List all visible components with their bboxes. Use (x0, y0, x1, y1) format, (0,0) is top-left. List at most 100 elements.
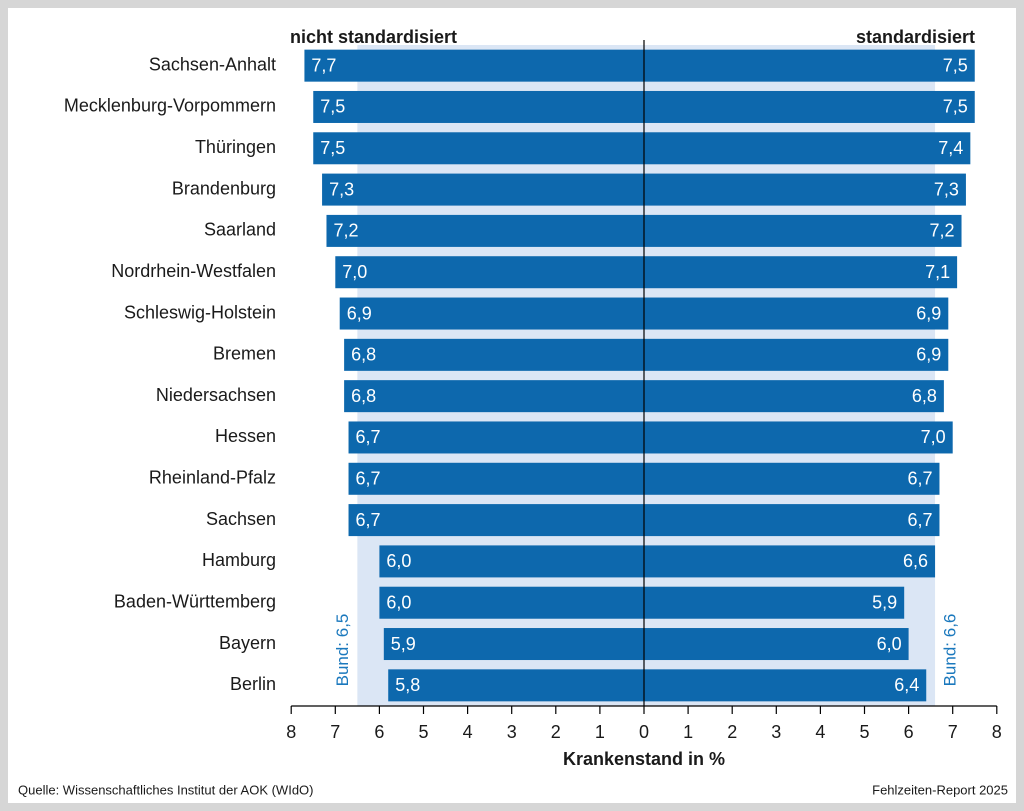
x-tick-label: 6 (374, 722, 384, 742)
value-label: 6,6 (903, 551, 928, 571)
bar (379, 586, 644, 619)
value-label: 6,4 (894, 675, 919, 695)
bar (644, 628, 909, 661)
bar (644, 173, 966, 206)
series-title: nicht standardisiert (290, 27, 457, 47)
category-label: Nordrhein-Westfalen (111, 261, 276, 281)
x-tick-label: 8 (286, 722, 296, 742)
category-label: Sachsen (206, 509, 276, 529)
category-label: Mecklenburg-Vorpommern (64, 96, 276, 116)
bar (644, 132, 971, 165)
value-label: 6,7 (356, 510, 381, 530)
category-label: Berlin (230, 674, 276, 694)
x-tick-label: 8 (992, 722, 1002, 742)
value-label: 6,0 (386, 592, 411, 612)
x-tick-label: 5 (418, 722, 428, 742)
bar (644, 214, 962, 247)
bar (644, 380, 944, 413)
category-label: Bremen (213, 344, 276, 364)
bar (344, 338, 644, 371)
value-label: 7,5 (943, 97, 968, 117)
value-label: 7,0 (342, 262, 367, 282)
series-title: standardisiert (856, 27, 975, 47)
bar (304, 49, 644, 82)
bar (644, 421, 953, 454)
source: Quelle: Wissenschaftliches Institut der … (18, 782, 314, 797)
bar (379, 545, 644, 578)
value-label: 7,2 (929, 221, 954, 241)
note: Fehlzeiten-Report 2025 (872, 782, 1008, 797)
value-label: 6,9 (347, 303, 372, 323)
bar (644, 297, 949, 330)
value-label: 7,4 (938, 138, 963, 158)
x-tick-label: 4 (815, 722, 825, 742)
x-tick-label: 7 (948, 722, 958, 742)
category-label: Hessen (215, 426, 276, 446)
x-axis-label: Krankenstand in % (563, 749, 725, 769)
value-label: 6,7 (907, 469, 932, 489)
bar (313, 132, 644, 165)
value-label: 6,7 (356, 469, 381, 489)
bar (335, 256, 644, 289)
bar (644, 586, 905, 619)
bar (644, 90, 975, 123)
value-label: 7,5 (320, 97, 345, 117)
value-label: 7,2 (333, 221, 358, 241)
value-label: 6,7 (907, 510, 932, 530)
value-label: 7,3 (934, 179, 959, 199)
x-tick-label: 2 (551, 722, 561, 742)
category-label: Saarland (204, 220, 276, 240)
bar (388, 669, 644, 702)
value-label: 6,8 (912, 386, 937, 406)
value-label: 6,9 (916, 303, 941, 323)
x-tick-label: 2 (727, 722, 737, 742)
x-tick-label: 4 (463, 722, 473, 742)
bar (383, 628, 644, 661)
bar (644, 462, 940, 495)
bar (644, 338, 949, 371)
x-tick-label: 0 (639, 722, 649, 742)
bar (339, 297, 644, 330)
x-tick-label: 1 (595, 722, 605, 742)
bar (348, 462, 644, 495)
bar (344, 380, 644, 413)
value-label: 7,0 (921, 427, 946, 447)
bar (644, 256, 958, 289)
category-label: Rheinland-Pfalz (149, 468, 276, 488)
value-label: 5,9 (391, 634, 416, 654)
value-label: 6,0 (877, 634, 902, 654)
bar (322, 173, 644, 206)
bar (644, 545, 936, 578)
bar (313, 90, 644, 123)
category-label: Niedersachsen (156, 385, 276, 405)
bar (348, 421, 644, 454)
category-label: Bayern (219, 633, 276, 653)
value-label: 7,5 (320, 138, 345, 158)
value-label: 7,3 (329, 179, 354, 199)
category-label: Baden-Württemberg (114, 591, 276, 611)
value-label: 7,5 (943, 55, 968, 75)
x-tick-label: 7 (330, 722, 340, 742)
bar (326, 214, 644, 247)
reference-label: Bund: 6,5 (333, 614, 352, 687)
x-tick-label: 5 (859, 722, 869, 742)
x-tick-label: 1 (683, 722, 693, 742)
bar (644, 504, 940, 537)
bar (644, 49, 975, 82)
x-tick-label: 3 (507, 722, 517, 742)
value-label: 7,7 (311, 55, 336, 75)
category-label: Brandenburg (172, 178, 276, 198)
category-label: Hamburg (202, 550, 276, 570)
x-tick-label: 6 (904, 722, 914, 742)
value-label: 6,7 (356, 427, 381, 447)
bar (348, 504, 644, 537)
value-label: 6,0 (386, 551, 411, 571)
value-label: 7,1 (925, 262, 950, 282)
category-label: Sachsen-Anhalt (149, 54, 276, 74)
value-label: 5,8 (395, 675, 420, 695)
value-label: 5,9 (872, 592, 897, 612)
value-label: 6,8 (351, 386, 376, 406)
category-label: Thüringen (195, 137, 276, 157)
